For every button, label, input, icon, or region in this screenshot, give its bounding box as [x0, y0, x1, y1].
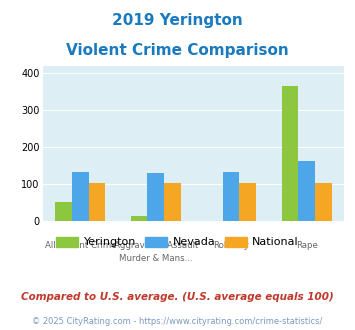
- Bar: [164, 183, 181, 221]
- Bar: [147, 174, 164, 221]
- Bar: [223, 172, 240, 221]
- Bar: [89, 183, 105, 221]
- Text: Robbery: Robbery: [213, 241, 249, 249]
- Text: All Violent Crime: All Violent Crime: [44, 241, 116, 249]
- Bar: [72, 172, 89, 221]
- Bar: [282, 85, 298, 221]
- Text: Aggravated Assault: Aggravated Assault: [114, 241, 198, 249]
- Legend: Yerington, Nevada, National: Yerington, Nevada, National: [51, 232, 304, 252]
- Bar: [55, 202, 72, 221]
- Text: Rape: Rape: [296, 241, 318, 249]
- Bar: [315, 183, 332, 221]
- Bar: [298, 161, 315, 221]
- Text: Compared to U.S. average. (U.S. average equals 100): Compared to U.S. average. (U.S. average …: [21, 292, 334, 302]
- Text: Violent Crime Comparison: Violent Crime Comparison: [66, 43, 289, 58]
- Text: 2019 Yerington: 2019 Yerington: [112, 13, 243, 28]
- Bar: [240, 183, 256, 221]
- Text: Murder & Mans...: Murder & Mans...: [119, 254, 192, 263]
- Bar: [131, 216, 147, 221]
- Text: © 2025 CityRating.com - https://www.cityrating.com/crime-statistics/: © 2025 CityRating.com - https://www.city…: [32, 317, 323, 326]
